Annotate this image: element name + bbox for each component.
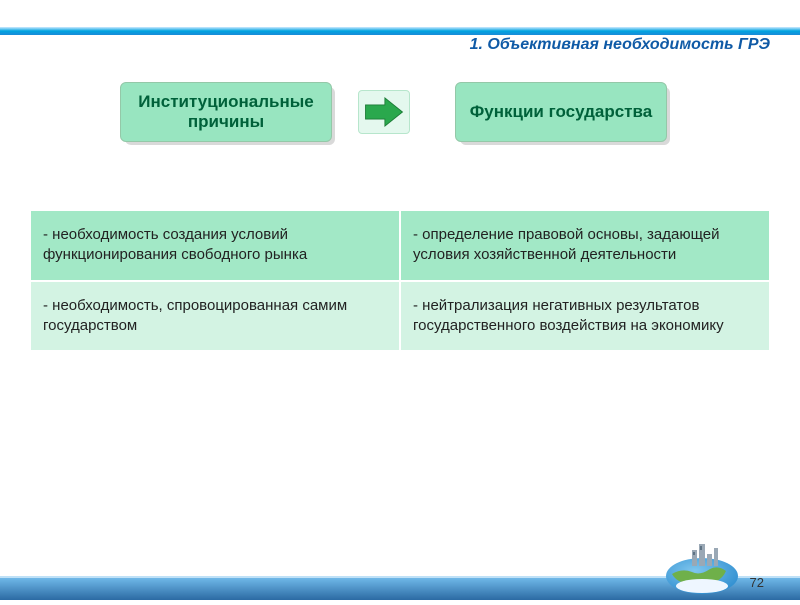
table-cell-text: - необходимость, спровоцированная самим … — [43, 297, 347, 334]
table-cell-text: - определение правовой основы, задающей … — [413, 226, 720, 263]
table-cell: - необходимость создания условий функцио… — [30, 210, 400, 281]
table-cell: - нейтрализация негативных результатов г… — [400, 281, 770, 352]
arrow-box — [358, 90, 410, 134]
mapping-table: - необходимость создания условий функцио… — [30, 210, 770, 351]
page-number: 72 — [750, 575, 764, 590]
concept-box-right-label: Функции государства — [470, 102, 652, 122]
table-row: - необходимость создания условий функцио… — [30, 210, 770, 281]
table-cell-text: - нейтрализация негативных результатов г… — [413, 297, 724, 334]
top-gradient-svg — [0, 27, 800, 35]
concept-box-left: Институциональные причины — [120, 82, 332, 142]
concept-box-left-label: Институциональные причины — [129, 92, 323, 133]
concept-box-right: Функции государства — [455, 82, 667, 142]
footer-horizon-svg — [0, 550, 800, 600]
table-cell-text: - необходимость создания условий функцио… — [43, 226, 307, 263]
table-cell: - необходимость, спровоцированная самим … — [30, 281, 400, 352]
table-row: - необходимость, спровоцированная самим … — [30, 281, 770, 352]
arrow-right-icon — [362, 94, 406, 130]
slide-section-title: 1. Объективная необходимость ГРЭ — [470, 36, 770, 54]
footer-horizon — [0, 550, 800, 600]
top-gradient-bar — [0, 22, 800, 30]
table-cell: - определение правовой основы, задающей … — [400, 210, 770, 281]
